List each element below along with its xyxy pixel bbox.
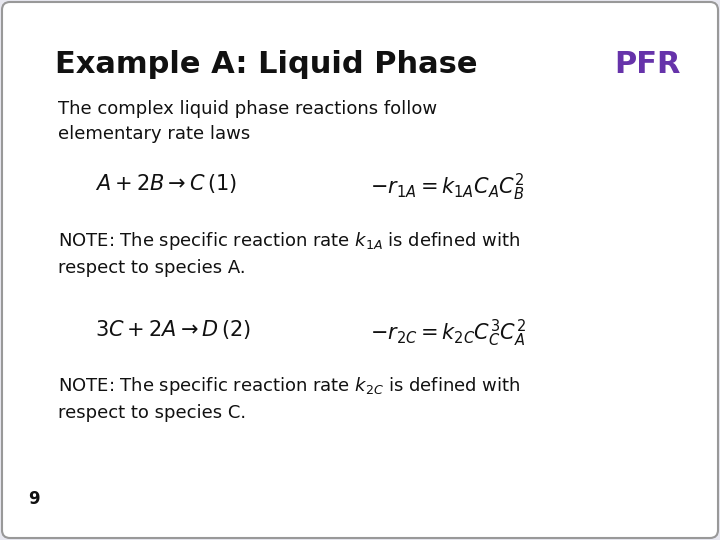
Text: NOTE: The specific reaction rate $k_{2C}$ is defined with
respect to species C.: NOTE: The specific reaction rate $k_{2C}… [58,375,521,422]
Text: 9: 9 [28,490,40,508]
Text: NOTE: The specific reaction rate $k_{1A}$ is defined with
respect to species A.: NOTE: The specific reaction rate $k_{1A}… [58,230,520,277]
Text: $-r_{1A}=k_{1A}C_AC_B^2$: $-r_{1A}=k_{1A}C_AC_B^2$ [370,172,525,203]
Text: Example A: Liquid Phase: Example A: Liquid Phase [55,50,488,79]
Text: $-r_{2C}=k_{2C}C_C^3C_A^2$: $-r_{2C}=k_{2C}C_C^3C_A^2$ [370,318,526,349]
Text: $A+2B\rightarrow C\,(1)$: $A+2B\rightarrow C\,(1)$ [95,172,237,195]
Text: The complex liquid phase reactions follow
elementary rate laws: The complex liquid phase reactions follo… [58,100,437,143]
Text: $3C+2A\rightarrow D\,(2)$: $3C+2A\rightarrow D\,(2)$ [95,318,251,341]
Text: PFR: PFR [614,50,680,79]
